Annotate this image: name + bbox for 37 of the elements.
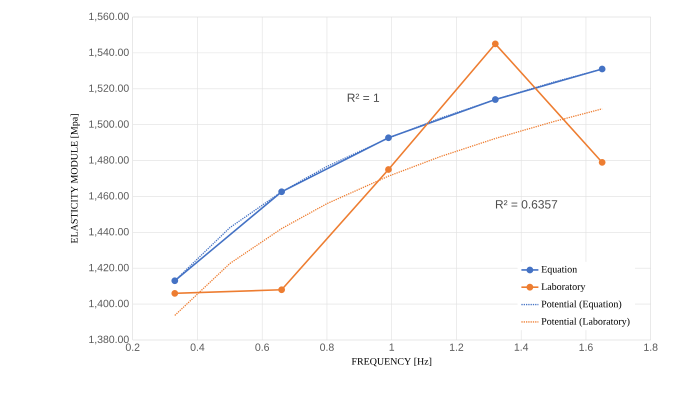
x-tick-label: 0.4 (190, 344, 204, 351)
y-tick-label: 1,560.00 (89, 12, 129, 22)
x-tick-label: 1.6 (579, 344, 593, 351)
legend-label: Potential (Laboratory) (541, 318, 630, 327)
x-tick-label: 0.2 (126, 344, 140, 351)
point (171, 277, 178, 284)
x-tick-label: 0.8 (320, 344, 334, 351)
y-tick-label: 1,400.00 (89, 300, 129, 308)
x-tick-label: 1.2 (450, 344, 464, 351)
y-axis-title: ELASTICITY MODULE [Mpa] (70, 114, 80, 244)
point (385, 134, 392, 142)
point (278, 188, 286, 196)
y-tick-label: 1,440.00 (89, 228, 129, 237)
legend-label: Laboratory (541, 282, 586, 292)
x-axis-title: FREQUENCY [Hz] (352, 358, 432, 366)
point (385, 166, 392, 173)
y-tick-label: 1,540.00 (89, 48, 129, 58)
y-tick-label: 1,520.00 (89, 84, 129, 94)
y-tick-label: 1,380.00 (89, 336, 129, 344)
x-tick-label: 1.4 (514, 344, 528, 351)
point (598, 158, 606, 166)
legend-label: Equation (541, 266, 578, 275)
x-tick-label: 1 (390, 344, 394, 351)
point (598, 66, 606, 72)
annotation: R² = 0.6357 (496, 200, 558, 209)
y-tick-label: 1,420.00 (89, 264, 129, 273)
y-tick-label: 1,480.00 (89, 156, 129, 165)
y-tick-label: 1,460.00 (89, 192, 129, 201)
point (492, 40, 499, 48)
point (492, 96, 499, 103)
annotation: R² = 1 (348, 94, 380, 102)
y-tick-label: 1,500.00 (89, 120, 129, 129)
legend-label: Potential (Equation) (541, 300, 622, 310)
point (171, 290, 178, 297)
x-tick-label: 1.8 (644, 344, 658, 351)
point (278, 286, 286, 294)
x-tick-label: 0.6 (255, 344, 270, 351)
